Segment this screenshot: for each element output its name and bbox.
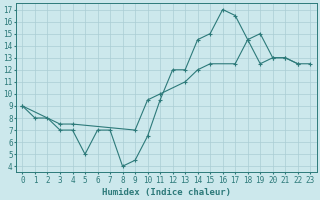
X-axis label: Humidex (Indice chaleur): Humidex (Indice chaleur)	[102, 188, 231, 197]
